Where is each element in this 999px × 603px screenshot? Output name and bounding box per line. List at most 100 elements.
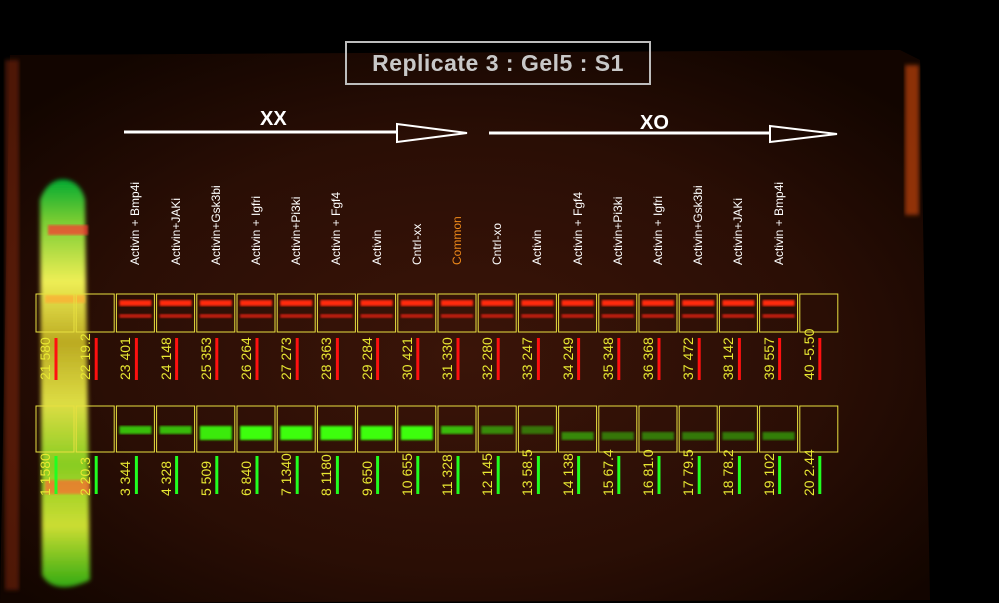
- red-quant-value: 24 148: [157, 337, 174, 380]
- red-band: [601, 300, 634, 306]
- green-band-box: [759, 405, 799, 453]
- green-quant-value: 17 79.5: [680, 449, 697, 496]
- red-band-lower: [561, 314, 594, 318]
- lane-label: Activin+Pi3ki: [610, 196, 625, 265]
- green-quant-value: 11 328: [439, 454, 455, 496]
- green-band: [240, 426, 272, 440]
- red-quant-value: 23 401: [117, 337, 134, 380]
- red-band-box: [678, 293, 718, 333]
- green-band: [722, 432, 755, 440]
- red-band: [159, 300, 192, 306]
- red-band: [400, 300, 433, 306]
- red-band-box: [437, 293, 477, 333]
- red-band-box: [75, 293, 115, 333]
- lane-label: Activin+JAKi: [731, 197, 746, 265]
- green-quant-value: 1 1580: [37, 453, 53, 496]
- green-quant-value: 18 78.2: [720, 449, 737, 496]
- red-quant-value: 39 557: [760, 337, 777, 380]
- group-label-xo: XO: [640, 112, 669, 134]
- red-band: [722, 300, 755, 306]
- red-band-lower: [682, 314, 715, 318]
- red-band-box: [397, 293, 437, 333]
- red-band-box: [35, 293, 75, 333]
- green-band-box: [35, 405, 75, 453]
- green-band-box: [558, 405, 598, 453]
- green-band-box: [236, 405, 276, 453]
- green-quant-value: 10 655: [398, 453, 415, 496]
- green-band-box: [437, 405, 477, 453]
- green-quant-value: 19 102: [760, 453, 777, 496]
- red-band: [280, 300, 313, 306]
- lane-label: Activin+JAKi: [168, 197, 183, 265]
- red-band-lower: [441, 314, 473, 318]
- red-quant-value: 26 264: [238, 337, 254, 380]
- lane-label: Activin: [369, 229, 384, 265]
- green-quant-value: 9 650: [358, 460, 375, 496]
- red-band-box: [477, 293, 517, 333]
- lane-label: Activin: [530, 229, 545, 265]
- lane-label: Common: [450, 216, 464, 265]
- red-quant-value: 36 368: [640, 337, 656, 380]
- red-band: [521, 300, 554, 306]
- green-band-box: [477, 405, 517, 453]
- green-band-box: [196, 405, 236, 453]
- green-band: [481, 426, 514, 434]
- red-band: [561, 300, 594, 306]
- lane-label: Activin+Gsk3bi: [691, 185, 706, 265]
- green-band-box: [598, 405, 638, 453]
- green-band: [320, 426, 353, 440]
- green-quant-value: 13 58.5: [519, 449, 536, 496]
- group-label-xx: XX: [260, 108, 287, 130]
- red-band-lower: [119, 314, 152, 318]
- red-quant-value: 38 142: [720, 337, 737, 380]
- red-band-lower: [722, 314, 755, 318]
- red-band-lower: [400, 314, 433, 318]
- red-band-lower: [601, 314, 634, 318]
- red-band: [199, 300, 232, 306]
- red-band-lower: [762, 314, 795, 318]
- green-band: [360, 426, 393, 440]
- green-band: [280, 426, 313, 440]
- green-band: [441, 426, 473, 434]
- red-band-lower: [320, 314, 353, 318]
- red-quant-value: 35 348: [599, 337, 616, 380]
- green-quant-value: 8 1180: [318, 454, 335, 496]
- green-quant-value: 16 81.0: [640, 449, 656, 496]
- lane-label: Cntrl-xx: [409, 223, 424, 265]
- green-quant-value: 6 840: [238, 460, 254, 496]
- red-band: [320, 300, 353, 306]
- red-quant-value: 25 353: [197, 337, 214, 380]
- red-quant-value: 33 247: [519, 337, 536, 380]
- xx-arrow: [124, 122, 468, 144]
- green-band-box: [397, 405, 437, 453]
- red-band: [762, 300, 795, 306]
- lane-label: Activin + Fgf4: [570, 191, 585, 265]
- red-band: [119, 300, 152, 306]
- red-quant-value: 22 19.2: [77, 333, 94, 380]
- red-band-box: [517, 293, 557, 333]
- red-quant-value: 40 -5.50: [800, 328, 817, 380]
- green-band: [199, 426, 232, 440]
- red-band: [682, 300, 715, 306]
- red-band: [240, 300, 272, 306]
- red-band-box: [115, 293, 155, 333]
- green-band: [521, 426, 554, 434]
- green-band: [119, 426, 152, 434]
- lane-label: Activin + Igfri: [651, 195, 665, 265]
- green-quant-value: 4 328: [157, 460, 174, 496]
- red-band-box: [196, 293, 236, 333]
- green-band-box: [357, 405, 397, 453]
- green-band-box: [316, 405, 356, 453]
- red-band: [642, 300, 674, 306]
- red-quant-value: 30 421: [398, 337, 415, 380]
- red-band-box: [638, 293, 678, 333]
- green-band-box: [718, 405, 758, 453]
- red-band-lower: [521, 314, 554, 318]
- green-band: [682, 432, 715, 440]
- red-band-box: [799, 293, 839, 333]
- lane-label: Activin + Fgf4: [329, 191, 344, 265]
- xo-arrow: [489, 124, 838, 144]
- green-band-box: [678, 405, 718, 453]
- red-band: [360, 300, 393, 306]
